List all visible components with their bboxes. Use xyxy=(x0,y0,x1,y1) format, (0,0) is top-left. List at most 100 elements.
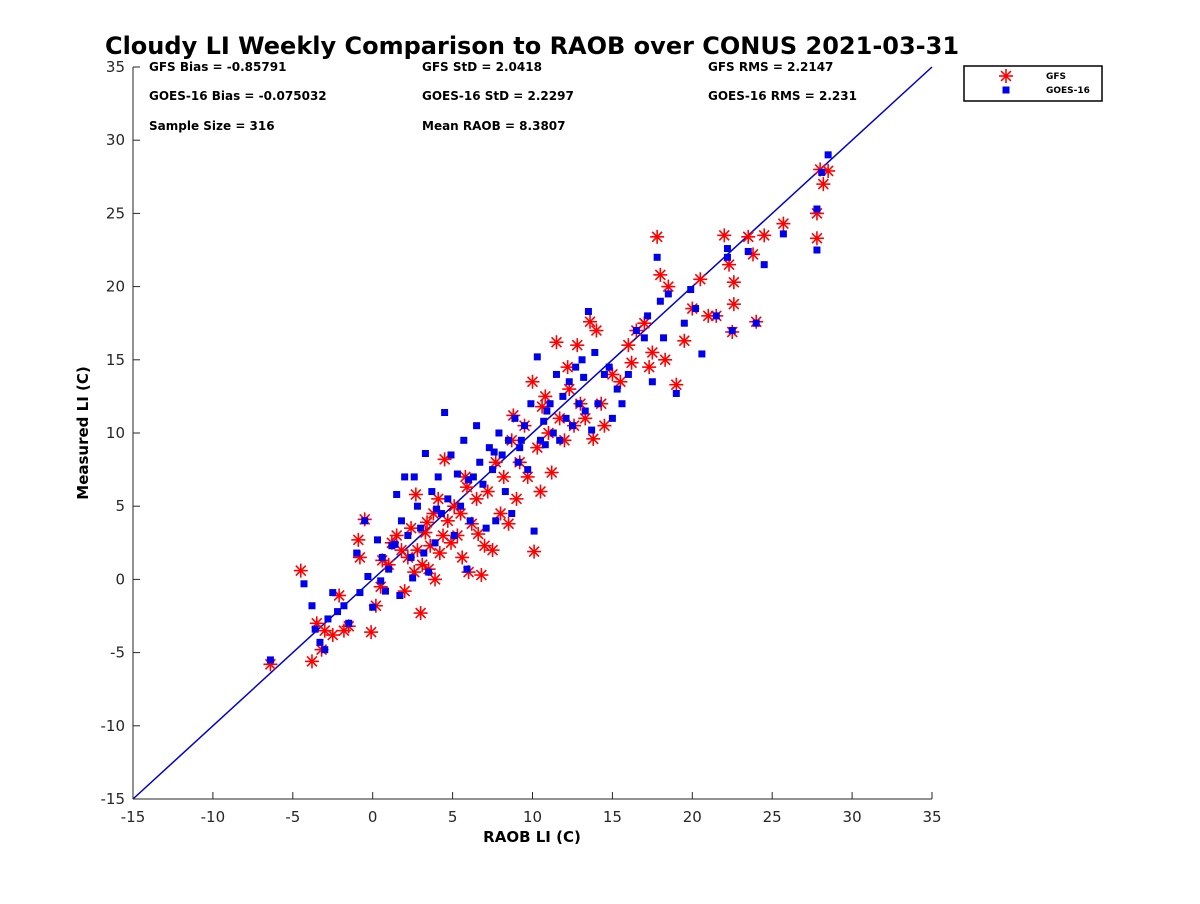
gfs-point xyxy=(469,491,484,506)
stat-gfs-bias: GFS Bias = -0.85791 xyxy=(149,60,286,74)
x-tick-label: -15 xyxy=(121,808,146,826)
stat-goes16-bias: GOES-16 Bias = -0.075032 xyxy=(149,89,327,103)
goes16-point xyxy=(413,502,421,510)
gfs-point xyxy=(480,484,495,499)
goes16-point xyxy=(353,549,361,557)
y-tick-label: 10 xyxy=(106,424,125,442)
gfs-point xyxy=(693,272,708,287)
legend-asterisk-icon xyxy=(999,69,1013,83)
gfs-point xyxy=(304,654,319,669)
goes16-point xyxy=(608,414,616,422)
goes16-point xyxy=(744,247,752,255)
gfs-point xyxy=(525,374,540,389)
gfs-point xyxy=(562,382,577,397)
goes16-point xyxy=(266,656,274,664)
gfs-point xyxy=(493,506,508,521)
gfs-point xyxy=(317,623,332,638)
goes16-point xyxy=(813,246,821,254)
gfs-point xyxy=(471,527,486,542)
gfs-point xyxy=(432,546,447,561)
goes16-point xyxy=(417,524,425,532)
gfs-point xyxy=(474,568,489,583)
goes16-point xyxy=(421,449,429,457)
goes16-point xyxy=(345,619,353,627)
legend-box xyxy=(963,65,1103,102)
y-axis-label: Measured LI (C) xyxy=(74,366,92,499)
goes16-point xyxy=(463,565,471,573)
gfs-point xyxy=(509,491,524,506)
gfs-point xyxy=(428,572,443,587)
x-tick-label: 25 xyxy=(763,808,782,826)
gfs-point xyxy=(809,231,824,246)
gfs-point xyxy=(741,229,756,244)
x-tick-label: 20 xyxy=(683,808,702,826)
gfs-point xyxy=(351,532,366,547)
gfs-point xyxy=(440,513,455,528)
gfs-point xyxy=(477,538,492,553)
goes16-point xyxy=(377,577,385,585)
y-tick-label: -10 xyxy=(101,717,126,735)
goes16-point xyxy=(476,458,484,466)
goes16-point xyxy=(300,580,308,588)
goes16-point xyxy=(680,319,688,327)
goes16-point xyxy=(524,466,532,474)
gfs-point xyxy=(717,228,732,243)
goes16-point xyxy=(594,400,602,408)
legend-gfs-marker xyxy=(999,69,1013,83)
reference-line-layer xyxy=(132,66,933,800)
goes16-point xyxy=(393,490,401,498)
x-tick-label: 10 xyxy=(523,808,542,826)
goes16-point xyxy=(364,572,372,580)
goes16-point xyxy=(546,400,554,408)
scatter-points-layer xyxy=(263,151,836,672)
x-axis-label: RAOB LI (C) xyxy=(483,828,581,846)
y-tick-label: 5 xyxy=(115,497,125,515)
goes16-point xyxy=(605,363,613,371)
goes16-point xyxy=(588,426,596,434)
goes16-point xyxy=(752,319,760,327)
goes16-point xyxy=(410,473,418,481)
goes16-point xyxy=(479,480,487,488)
goes16-point xyxy=(433,505,441,513)
gfs-point xyxy=(645,345,660,360)
goes16-point xyxy=(813,205,821,213)
x-tick-label: -10 xyxy=(201,808,226,826)
gfs-point xyxy=(496,469,511,484)
stat-sample-size: Sample Size = 316 xyxy=(149,119,275,133)
goes16-point xyxy=(469,473,477,481)
goes16-point xyxy=(466,517,474,525)
stats-annotations: GFS Bias = -0.85791 GFS StD = 2.0418 GFS… xyxy=(149,60,857,133)
goes16-point xyxy=(664,290,672,298)
goes16-point xyxy=(632,327,640,335)
goes16-point xyxy=(618,400,626,408)
goes16-point xyxy=(508,510,516,518)
gfs-point xyxy=(653,267,668,282)
goes16-point xyxy=(340,602,348,610)
goes16-point xyxy=(824,151,832,159)
goes16-point xyxy=(581,407,589,415)
legend-square-icon xyxy=(1002,86,1010,94)
goes16-point xyxy=(457,502,465,510)
y-tick-label: 0 xyxy=(115,570,125,588)
goes16-point xyxy=(460,436,468,444)
legend-gfs-label: GFS xyxy=(1046,72,1066,82)
gfs-point xyxy=(397,584,412,599)
goes16-point xyxy=(516,444,524,452)
gfs-point xyxy=(527,544,542,559)
goes16-point xyxy=(656,297,664,305)
goes16-point xyxy=(559,392,567,400)
legend-goes16-label: GOES-16 xyxy=(1046,86,1090,96)
gfs-point xyxy=(485,543,500,558)
goes16-point xyxy=(514,458,522,466)
goes16-point xyxy=(396,592,404,600)
goes16-point xyxy=(687,286,695,294)
x-tick-label: 15 xyxy=(603,808,622,826)
goes16-point xyxy=(465,476,473,484)
goes16-point xyxy=(482,524,490,532)
goes16-point xyxy=(385,565,393,573)
goes16-point xyxy=(401,473,409,481)
goes16-point xyxy=(447,451,455,459)
one-to-one-line xyxy=(132,66,933,800)
goes16-point xyxy=(818,168,826,176)
